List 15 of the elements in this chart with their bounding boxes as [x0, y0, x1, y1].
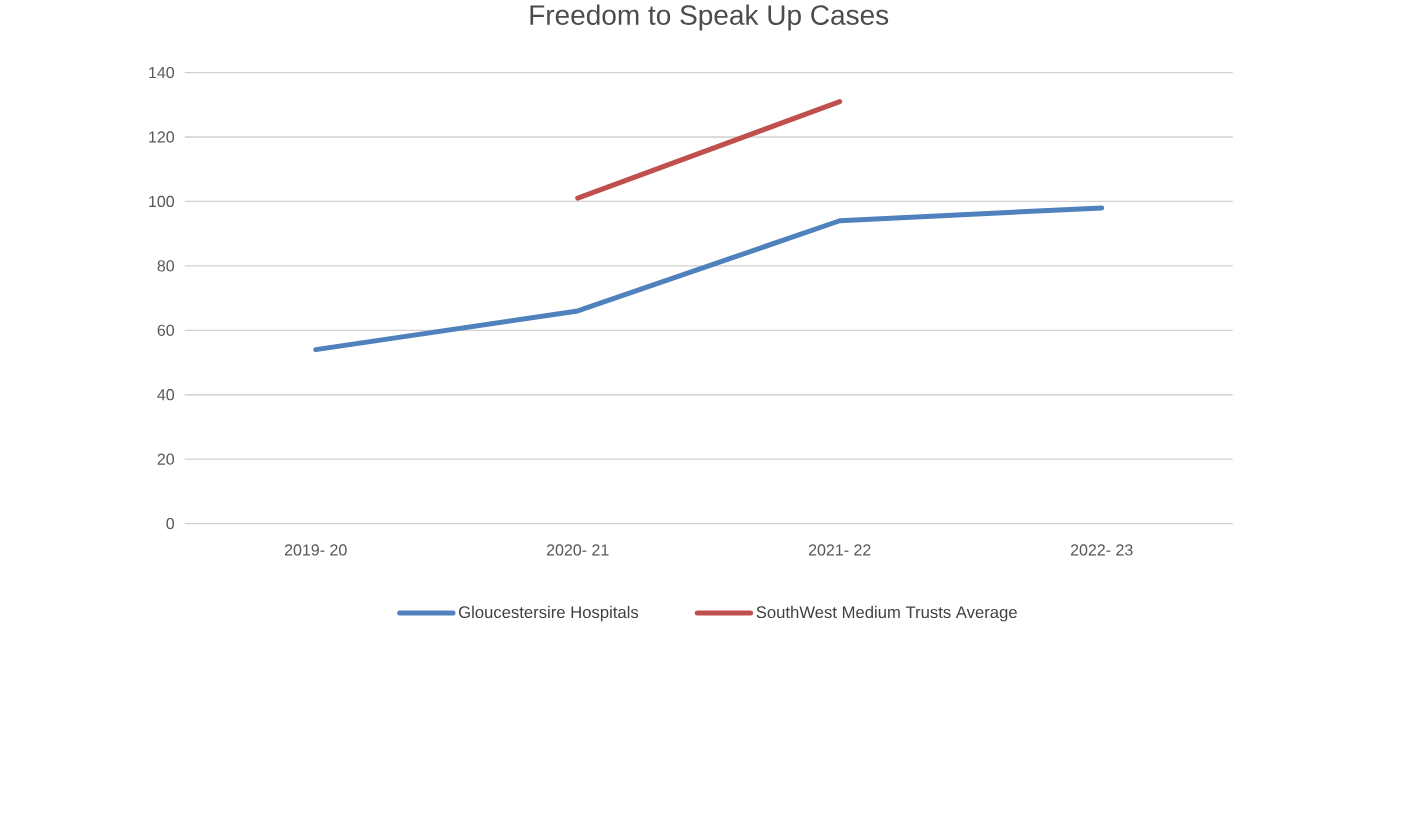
x-tick-label: 2020- 21: [546, 544, 609, 556]
y-tick-label: 60: [157, 324, 175, 336]
legend-label: SouthWest Medium Trusts Average: [756, 605, 1017, 622]
y-tick-label: 120: [149, 131, 175, 143]
chart-title: Freedom to Speak Up Cases: [530, 4, 889, 31]
x-tick-label: 2019- 20: [284, 544, 347, 556]
x-tick-label: 2021- 22: [808, 544, 871, 556]
legend-label: Gloucestersire Hospitals: [458, 605, 639, 622]
y-tick-label: 0: [166, 517, 175, 530]
y-tick-label: 20: [157, 453, 175, 465]
y-tick-label: 140: [149, 66, 175, 79]
y-tick-label: 80: [157, 260, 175, 272]
y-tick-label: 100: [149, 195, 175, 208]
x-tick-label: 2022- 23: [1070, 544, 1133, 556]
y-tick-label: 40: [157, 389, 175, 401]
